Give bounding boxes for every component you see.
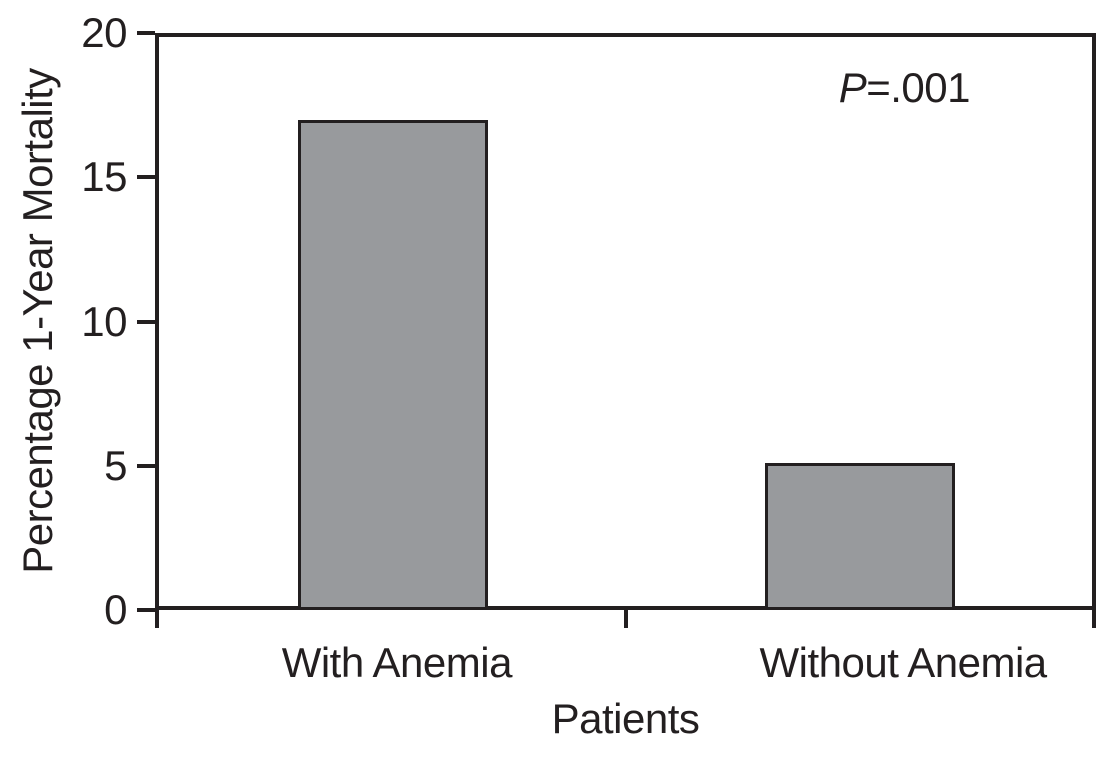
y-tick-mark [137, 319, 155, 324]
y-tick-label: 0 [104, 586, 127, 633]
x-category-label: Without Anemia [759, 639, 1048, 686]
x-tick-mark [1092, 610, 1096, 628]
y-tick-mark [137, 608, 155, 612]
bar [298, 119, 489, 610]
x-category-label: With Anemia [281, 639, 513, 686]
p-value-number: =.001 [866, 64, 970, 111]
y-tick-mark [137, 31, 155, 35]
y-tick-mark [137, 175, 155, 180]
y-axis-title: Percentage 1-Year Mortality [14, 68, 61, 574]
chart-geometry: P=.001 20 15 10 5 0 With Anemia Without Anemia [81, 12, 1096, 686]
y-tick-label: 10 [81, 297, 127, 345]
y-tick-label: 15 [81, 153, 127, 201]
x-axis-title: Patients [551, 695, 700, 742]
y-tick-label: 20 [81, 9, 127, 56]
p-value-symbol: P [838, 64, 867, 111]
y-tick-label: 5 [104, 441, 127, 489]
x-tick-mark [155, 610, 159, 628]
y-tick-mark [137, 463, 155, 468]
plot-area [155, 33, 1096, 610]
x-tick-mark [623, 610, 628, 628]
bar [764, 462, 955, 610]
p-value-annotation: P=.001 [838, 64, 971, 111]
